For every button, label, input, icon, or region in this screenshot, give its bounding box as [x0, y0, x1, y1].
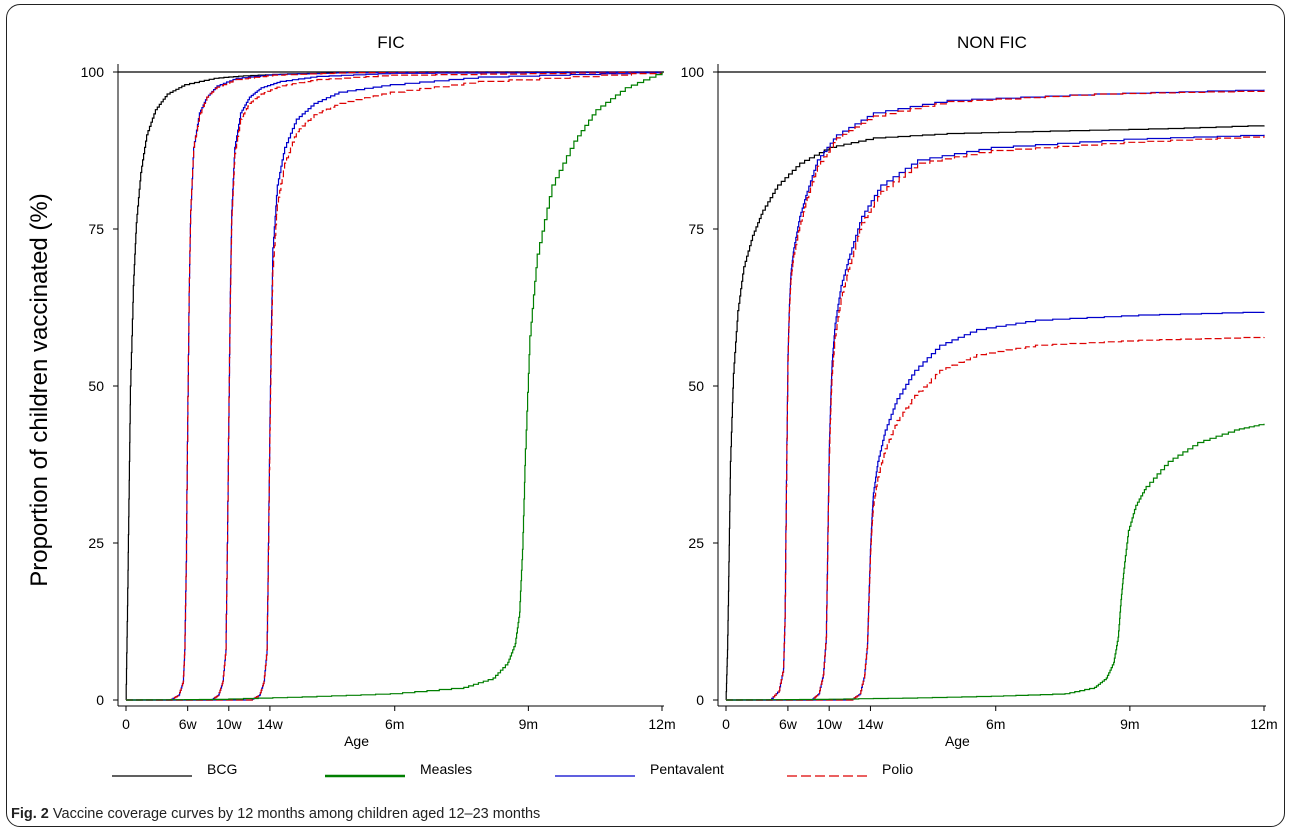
chart-panels: FIC 0 25 50 75 100 0 6w 10w 14w 6m 9m 12m Age NON FIC 0… [81, 33, 1278, 749]
x-tick-label: 0 [722, 716, 730, 732]
x-tick-label: 6w [179, 716, 198, 732]
legend-label-polio: Polio [882, 761, 913, 777]
x-tick-label: 14w [257, 716, 284, 732]
x-tick-label: 12m [1250, 716, 1277, 732]
legend: BCG Measles Pentavalent Polio [112, 761, 913, 778]
chart-title: NON FIC [957, 33, 1027, 52]
series-line-bcg [125, 71, 662, 701]
series-line-pentavalent [726, 89, 1265, 701]
y-tick-label: 25 [88, 535, 104, 551]
series-line-pentavalent [126, 71, 663, 701]
chart-title: FIC [377, 33, 404, 52]
x-tick-label: 0 [122, 716, 130, 732]
caption-text: Vaccine coverage curves by 12 months amo… [52, 806, 541, 822]
chart-panel-2: NON FIC 0 25 50 75 100 0 6w 10w 14w 6m 9m 12m Age [681, 33, 1278, 749]
y-tick-label: 100 [681, 64, 705, 80]
series-line-pentavalent [726, 311, 1265, 701]
series-line-polio [726, 336, 1265, 701]
series-line-polio [726, 136, 1265, 701]
y-tick-label: 75 [688, 221, 704, 237]
y-tick-label: 25 [688, 535, 704, 551]
legend-label-measles: Measles [420, 761, 472, 777]
series-line-polio [126, 72, 663, 701]
series-line-pentavalent [126, 72, 663, 701]
y-tick-label: 100 [81, 64, 105, 80]
y-axis-label: Proportion of children vaccinated (%) [26, 193, 53, 587]
x-tick-label: 10w [216, 716, 243, 732]
series-line-measles [726, 423, 1265, 701]
x-tick-label: 9m [519, 716, 538, 732]
x-tick-label: 6m [986, 716, 1005, 732]
y-tick-label: 50 [688, 378, 704, 394]
series-line-bcg [725, 125, 1265, 701]
y-tick-label: 0 [96, 692, 104, 708]
series-line-polio [126, 71, 663, 701]
caption-label: Fig. 2 [11, 806, 49, 822]
x-tick-label: 10w [816, 716, 843, 732]
x-tick-label: 6m [385, 716, 404, 732]
figure-caption: Fig. 2 Vaccine coverage curves by 12 mon… [11, 806, 540, 822]
chart-panel-1: FIC 0 25 50 75 100 0 6w 10w 14w 6m 9m 12m Age [81, 33, 676, 749]
figure-border [6, 4, 1285, 827]
x-axis-label: Age [945, 733, 970, 749]
y-tick-label: 50 [88, 378, 104, 394]
legend-label-bcg: BCG [207, 761, 237, 777]
series-line-pentavalent [726, 134, 1265, 701]
x-tick-label: 12m [648, 716, 675, 732]
y-tick-label: 0 [696, 692, 704, 708]
x-axis-label: Age [344, 733, 369, 749]
series-line-measles [126, 72, 663, 701]
series-line-polio [726, 90, 1265, 701]
x-tick-label: 14w [858, 716, 885, 732]
legend-label-pentavalent: Pentavalent [650, 761, 724, 777]
series-line-pentavalent [126, 71, 663, 701]
y-tick-label: 75 [88, 221, 104, 237]
x-tick-label: 9m [1120, 716, 1139, 732]
x-tick-label: 6w [779, 716, 798, 732]
series-line-polio [126, 71, 663, 701]
